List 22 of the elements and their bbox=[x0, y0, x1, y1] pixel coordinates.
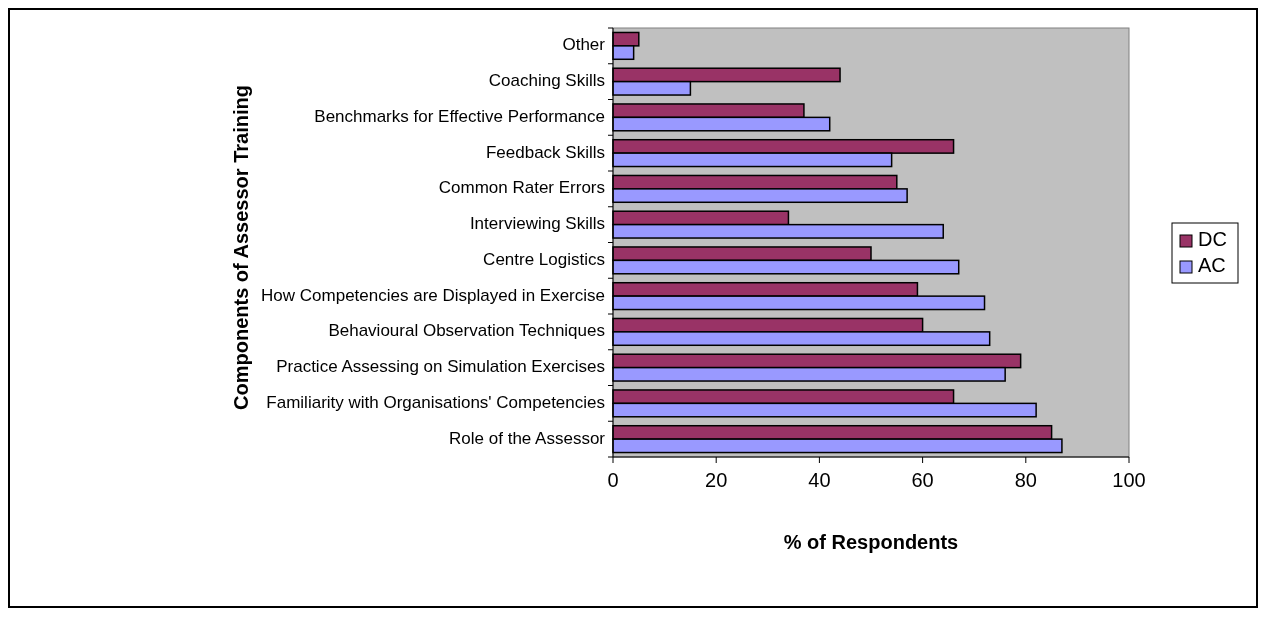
x-tick-label: 40 bbox=[808, 469, 831, 491]
y-tick-label: Other bbox=[562, 35, 606, 55]
y-axis-title: Components of Assessor Training bbox=[230, 85, 252, 410]
x-tick-label: 100 bbox=[1112, 469, 1146, 491]
y-tick-label: Common Rater Errors bbox=[438, 178, 605, 198]
y-tick-label: Interviewing Skills bbox=[469, 214, 605, 234]
y-tick-label: Behavioural Observation Techniques bbox=[328, 321, 605, 341]
y-tick-label: Centre Logistics bbox=[483, 249, 605, 269]
x-tick-label: 0 bbox=[607, 469, 619, 491]
y-tick-label: Coaching Skills bbox=[488, 71, 605, 91]
y-tick-label: Practice Assessing on Simulation Exercises bbox=[276, 357, 605, 377]
legend-label: DC bbox=[1198, 228, 1227, 251]
y-tick-label: How Competencies are Displayed in Exercise bbox=[261, 285, 605, 305]
y-tick-label: Benchmarks for Effective Performance bbox=[314, 106, 605, 126]
x-tick-label: 60 bbox=[911, 469, 934, 491]
x-axis-title: % of Respondents bbox=[783, 531, 959, 553]
x-tick-label: 20 bbox=[705, 469, 728, 491]
y-tick-label: Feedback Skills bbox=[485, 142, 605, 162]
y-tick-label: Familiarity with Organisations' Competencies bbox=[266, 392, 605, 412]
y-tick-label: Role of the Assessor bbox=[449, 428, 606, 448]
legend-label: AC bbox=[1198, 254, 1226, 277]
x-tick-label: 80 bbox=[1014, 469, 1037, 491]
